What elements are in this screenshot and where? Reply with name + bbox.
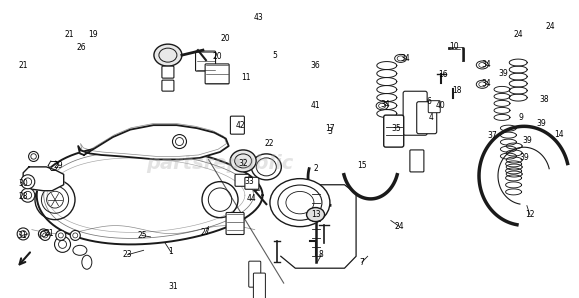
Text: 12: 12 [525,210,534,219]
Text: 42: 42 [236,121,245,130]
Polygon shape [78,125,229,159]
Text: 36: 36 [311,61,320,70]
Ellipse shape [82,255,92,269]
Circle shape [28,151,39,162]
Text: 10: 10 [450,42,459,51]
Ellipse shape [477,61,488,69]
Text: 34: 34 [482,79,491,88]
Polygon shape [36,146,262,244]
Circle shape [54,236,71,252]
FancyBboxPatch shape [249,261,261,287]
Text: 14: 14 [554,130,563,139]
Ellipse shape [73,245,87,255]
FancyBboxPatch shape [205,64,229,84]
FancyBboxPatch shape [403,91,427,135]
Text: 5: 5 [273,51,277,60]
Text: 22: 22 [265,139,274,148]
Text: 33: 33 [244,177,254,186]
Ellipse shape [270,179,330,227]
Ellipse shape [477,80,488,88]
Text: 21: 21 [19,61,28,70]
Text: 39: 39 [537,119,546,128]
Text: 39: 39 [522,136,532,145]
Text: 34: 34 [401,54,410,63]
Text: 13: 13 [311,210,320,219]
Ellipse shape [230,150,256,172]
Text: 26: 26 [76,43,86,52]
Text: 16: 16 [438,70,448,79]
Text: 1: 1 [168,247,173,256]
Ellipse shape [395,55,406,62]
FancyBboxPatch shape [245,177,259,189]
Text: 8: 8 [319,250,324,259]
FancyBboxPatch shape [254,273,265,298]
Text: 41: 41 [311,101,320,110]
Text: 3: 3 [328,127,332,136]
Text: 11: 11 [241,73,251,82]
Text: 31: 31 [17,231,27,240]
Circle shape [17,228,29,240]
Text: 23: 23 [123,250,132,259]
Text: 29: 29 [53,161,63,170]
Polygon shape [23,167,64,191]
FancyBboxPatch shape [226,212,244,235]
Ellipse shape [251,154,281,180]
FancyBboxPatch shape [417,102,437,134]
Text: 20: 20 [221,34,230,43]
FancyBboxPatch shape [384,115,404,147]
Text: 31: 31 [45,229,54,238]
Text: 34: 34 [380,100,390,109]
FancyBboxPatch shape [410,150,424,172]
FancyBboxPatch shape [162,66,174,78]
Text: partsrepublic: partsrepublic [146,154,294,173]
Ellipse shape [306,208,325,221]
Text: 40: 40 [435,101,445,110]
FancyBboxPatch shape [196,51,215,71]
Circle shape [56,230,66,240]
Text: 4: 4 [429,113,434,122]
Text: 18: 18 [453,86,462,95]
FancyBboxPatch shape [235,174,249,186]
FancyBboxPatch shape [162,80,174,91]
Text: 32: 32 [239,159,248,168]
Text: 6: 6 [426,97,431,106]
Circle shape [21,188,35,202]
Text: 39: 39 [519,153,529,162]
Text: 24: 24 [545,22,555,31]
Text: 2: 2 [313,164,318,173]
Text: 7: 7 [360,258,364,267]
FancyBboxPatch shape [230,116,244,134]
Text: 19: 19 [88,30,97,39]
Text: 37: 37 [488,131,497,140]
Text: 17: 17 [325,124,335,133]
Text: 35: 35 [392,124,401,133]
Circle shape [70,230,80,240]
Ellipse shape [376,102,388,110]
Text: 27: 27 [201,228,210,237]
Text: 15: 15 [357,161,367,170]
Text: 43: 43 [254,13,263,22]
Text: 21: 21 [65,30,74,39]
Text: 30: 30 [19,179,28,188]
Ellipse shape [154,44,182,66]
Text: 20: 20 [212,52,222,61]
Circle shape [38,229,49,239]
Text: 44: 44 [247,194,256,203]
Text: 34: 34 [482,60,491,69]
FancyBboxPatch shape [428,101,440,113]
Text: 39: 39 [499,69,508,77]
Text: 25: 25 [137,231,146,240]
Text: 9: 9 [519,113,523,122]
Text: 31: 31 [169,282,178,291]
Text: 38: 38 [540,95,549,104]
Text: 24: 24 [514,30,523,39]
Text: 28: 28 [19,192,28,201]
Circle shape [21,175,35,189]
Circle shape [40,230,50,240]
Text: 24: 24 [395,222,404,231]
